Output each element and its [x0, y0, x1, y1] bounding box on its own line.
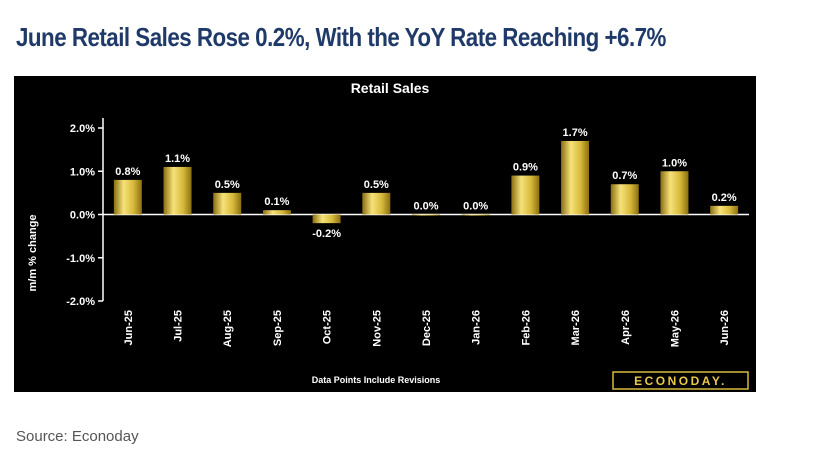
data-label: 0.5%: [215, 179, 240, 191]
bar-feb-26: [511, 175, 540, 215]
data-label: 0.8%: [115, 166, 140, 178]
data-label: 0.0%: [463, 201, 488, 213]
x-tick-label: Jun-26: [719, 310, 731, 345]
bar-jan-26: [461, 214, 490, 216]
data-labels: 0.8% 1.1% 0.5% 0.1% -0.2% 0.5% 0.0% 0.0% 0.9% 1.7…: [115, 127, 737, 240]
bar-oct-25: [312, 214, 341, 224]
data-label: 0.5%: [364, 179, 389, 191]
data-label: 1.0%: [662, 157, 687, 169]
x-tick-label: Jan-26: [471, 310, 483, 345]
x-tick-label: Sep-25: [272, 310, 284, 346]
bar-aug-25: [213, 192, 242, 215]
data-label: 0.9%: [513, 162, 538, 174]
x-tick-label: Jun-25: [123, 310, 135, 345]
bar-dec-25: [412, 214, 440, 216]
bars: [113, 140, 739, 224]
data-label: 0.0%: [413, 201, 438, 213]
bar-jul-25: [163, 166, 192, 215]
bar-mar-26: [561, 140, 590, 215]
x-tick-label: Feb-26: [520, 310, 532, 345]
data-label: 1.7%: [563, 127, 588, 139]
x-tick-labels: Jun-25 Jul-25 Aug-25 Sep-25 Oct-25 Nov-25 Dec-…: [123, 310, 731, 347]
data-label: 0.2%: [712, 192, 737, 204]
data-label: 0.7%: [612, 170, 637, 182]
source-note: Source: Econoday: [16, 428, 139, 445]
y-tick-label: 1.0%: [70, 166, 95, 178]
y-axis-label: m/m % change: [27, 214, 39, 291]
bar-jun-26: [710, 205, 739, 215]
page-headline: June Retail Sales Rose 0.2%, With the Yo…: [16, 22, 666, 52]
econoday-logo: ECONODAY.: [612, 371, 749, 390]
x-tick-label: Jul-25: [173, 310, 185, 342]
y-ticks: 2.0% 1.0% 0.0% -1.0% -2.0%: [66, 123, 103, 308]
x-tick-label: Mar-26: [570, 310, 582, 345]
data-label: -0.2%: [312, 228, 341, 240]
y-tick-label: 2.0%: [70, 123, 95, 135]
bar-apr-26: [610, 184, 639, 215]
chart-svg: Retail Sales m/m % change 2.0% 1.0% 0.0% -1…: [27, 80, 749, 390]
data-label: 0.1%: [264, 196, 289, 208]
x-tick-label: Dec-25: [421, 310, 433, 346]
x-tick-label: Aug-25: [222, 310, 234, 347]
y-tick-label: -1.0%: [66, 253, 95, 265]
retail-sales-chart: Retail Sales m/m % change 2.0% 1.0% 0.0% -1…: [14, 76, 756, 392]
bar-jun-25: [113, 179, 142, 215]
bar-may-26: [660, 171, 689, 215]
x-tick-label: Oct-25: [322, 310, 334, 344]
bar-sep-25: [262, 210, 291, 215]
bar-nov-25: [362, 192, 391, 215]
x-tick-label: May-26: [669, 310, 681, 347]
chart-title: Retail Sales: [351, 80, 430, 96]
chart-footnote: Data Points Include Revisions: [312, 375, 441, 385]
logo-text: ECONODAY.: [634, 374, 727, 388]
logo-frame: [612, 371, 749, 390]
x-tick-label: Apr-26: [620, 310, 632, 345]
y-tick-label: 0.0%: [70, 210, 95, 222]
y-tick-label: -2.0%: [66, 296, 95, 308]
data-label: 1.1%: [165, 153, 190, 165]
x-tick-label: Nov-25: [371, 310, 383, 347]
